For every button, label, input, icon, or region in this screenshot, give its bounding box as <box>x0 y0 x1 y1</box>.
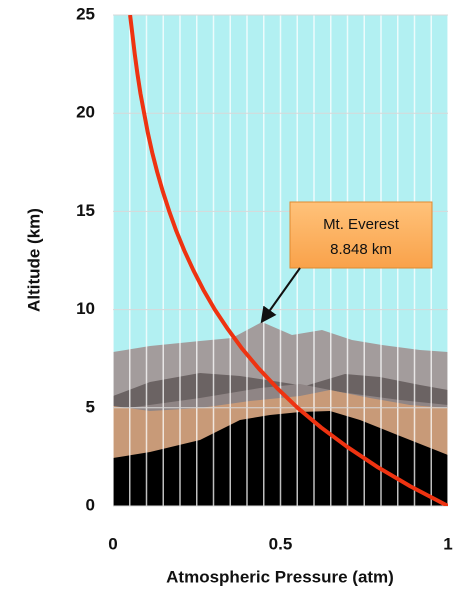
x-axis-title: Atmospheric Pressure (atm) <box>166 567 394 586</box>
y-tick-label: 20 <box>76 103 95 122</box>
y-tick-label: 10 <box>76 299 95 318</box>
annotation-box <box>289 201 433 269</box>
y-tick-label: 5 <box>86 397 95 416</box>
annotation-arrow <box>260 267 301 324</box>
x-tick-label: 1 <box>443 534 452 553</box>
y-axis-title: Altitude (km) <box>24 208 43 312</box>
line <box>128 15 448 506</box>
y-tick-label: 0 <box>86 495 95 514</box>
x-tick-label: 0 <box>108 534 117 553</box>
annotation-text: Mt. Everest <box>323 216 400 233</box>
y-tick-label: 25 <box>76 4 95 23</box>
y-tick-label: 15 <box>76 201 95 220</box>
x-tick-label: 0.5 <box>269 534 293 553</box>
annotation: Mt. Everest 8.848 km <box>260 201 433 324</box>
annotation-text: 8.848 km <box>330 241 392 258</box>
